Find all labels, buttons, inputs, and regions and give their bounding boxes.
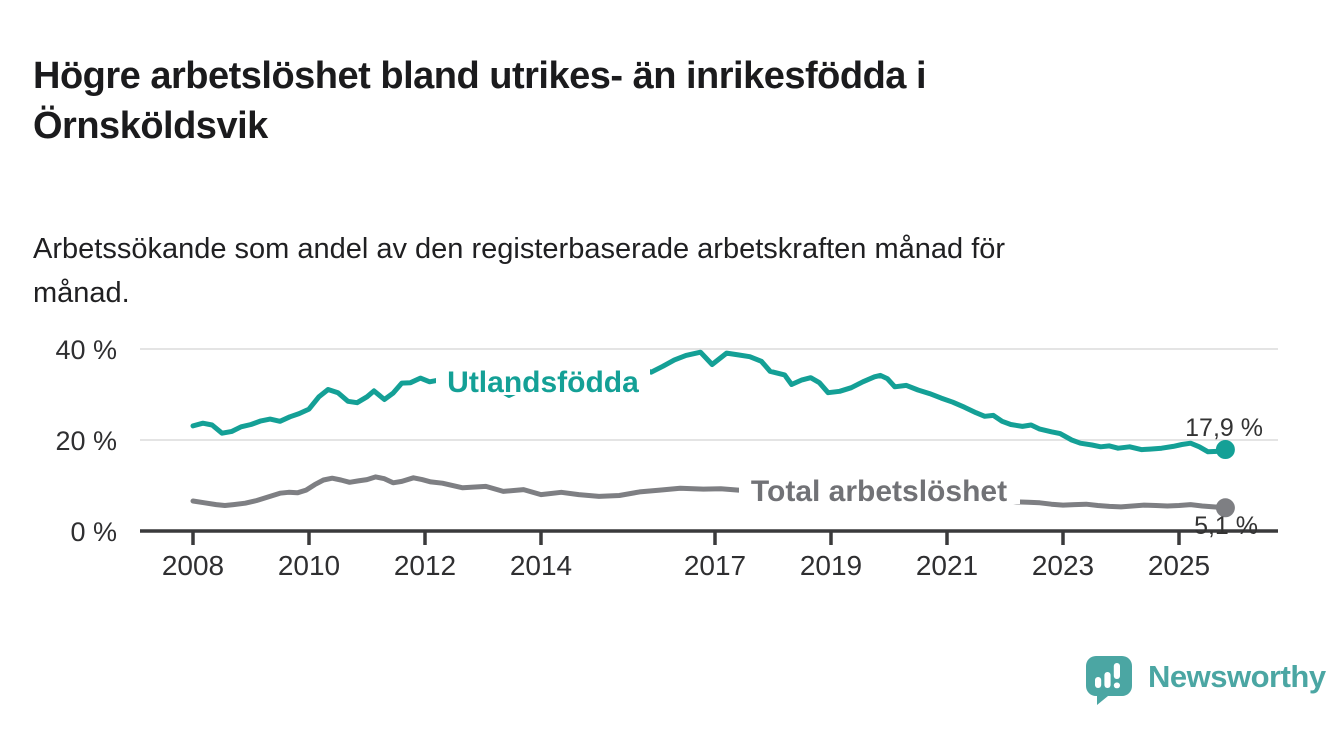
series-label: Utlandsfödda <box>447 366 639 399</box>
y-tick-label: 0 % <box>70 517 117 547</box>
series-lines <box>190 349 1235 518</box>
series-label-mask <box>739 472 1020 504</box>
x-axis-labels: 2008 2010 2012 2014 2017 2019 2021 2023 2025 <box>162 550 1210 581</box>
x-tick-label: 2012 <box>394 550 456 581</box>
x-tick-label: 2008 <box>162 550 224 581</box>
chart-title-line-1: Högre arbetslöshet bland utrikes- än inr… <box>33 55 927 98</box>
line-utlandsfodda <box>190 349 1228 455</box>
y-tick-label: 40 % <box>55 335 117 365</box>
series-label: Total arbetslöshet <box>751 475 1007 508</box>
x-tick-label: 2014 <box>510 550 572 581</box>
chart-subtitle-line-1: Arbetssökande som andel av den registerb… <box>33 233 1006 265</box>
x-tick-label: 2023 <box>1032 550 1094 581</box>
newsworthy-logo-mark <box>1086 656 1132 705</box>
series-labels: Utlandsfödda Total arbetslöshet 17,9 % 5,1 … <box>436 364 1263 540</box>
chart-title-line-2: Örnsköldsvik <box>33 105 268 148</box>
chart-title: Högre arbetslöshet bland utrikes- än inr… <box>33 51 1233 151</box>
end-dot-total-arbetsloshet <box>1215 498 1235 518</box>
x-tick-label: 2025 <box>1148 550 1210 581</box>
unemployment-line-chart: 0 % 20 % 40 % Utlandsfödda Total arbetslösh… <box>55 335 1278 581</box>
line-total-arbetsloshet <box>190 474 1228 511</box>
y-axis-labels: 0 % 20 % 40 % <box>55 335 117 547</box>
end-dot-utlandsfodda <box>1215 440 1235 460</box>
end-value-label: 17,9 % <box>1185 414 1263 442</box>
y-tick-label: 20 % <box>55 426 117 456</box>
gridlines <box>140 348 1278 441</box>
newsworthy-logo[interactable]: Newsworthy <box>1085 655 1326 705</box>
bar-chart-glyph-icon <box>1095 663 1120 689</box>
newsworthy-logo-text: Newsworthy <box>1148 659 1326 694</box>
x-tick-label: 2017 <box>684 550 746 581</box>
x-tick-label: 2010 <box>278 550 340 581</box>
chart-subtitle: Arbetssökande som andel av den registerb… <box>33 227 1253 315</box>
x-axis <box>140 529 1278 545</box>
chart-subtitle-line-2: månad. <box>33 277 130 309</box>
end-value-label: 5,1 % <box>1194 512 1258 540</box>
x-tick-label: 2021 <box>916 550 978 581</box>
x-tick-label: 2019 <box>800 550 862 581</box>
series-label-mask <box>436 364 650 395</box>
